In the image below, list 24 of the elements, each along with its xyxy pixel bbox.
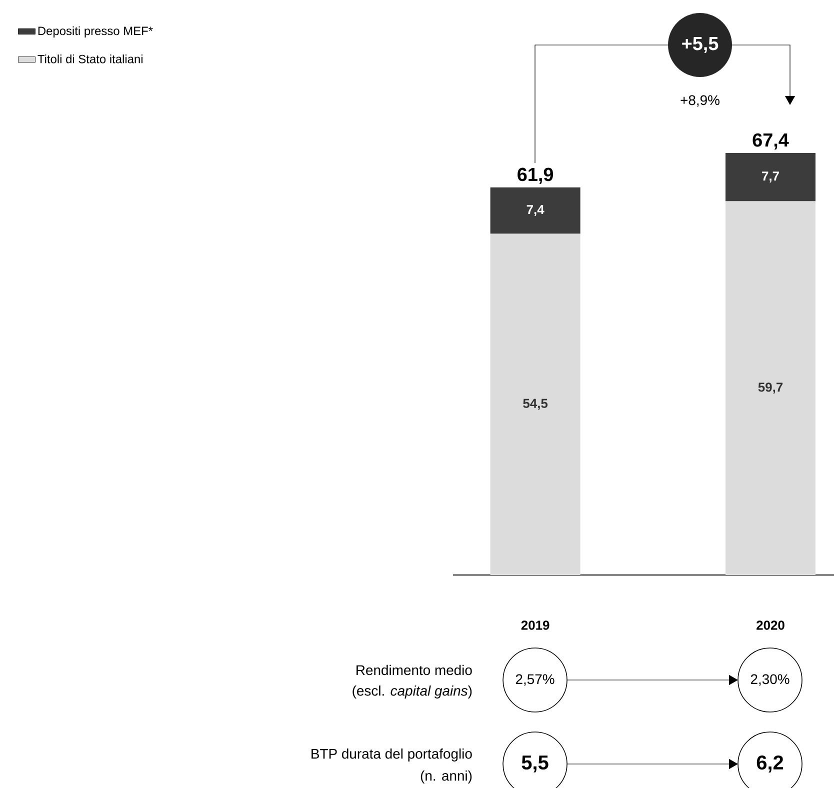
text: +5,5 [682,37,718,53]
text: 5,5 [522,756,548,772]
data-label: 7,4 [526,205,544,216]
legend-label: Depositi presso MEF* [38,26,153,38]
x-tick-label: 2020 [756,620,784,630]
text: +8,9% [680,95,720,107]
data-label: 59,7 [758,382,783,394]
text: (n. anni) [420,770,472,784]
text: 2,57% [516,674,554,686]
bar [490,234,580,575]
legend-label: Titoli di Stato italiani [38,54,142,64]
data-label: 7,7 [762,172,779,183]
text: (escl. capital gains) [352,685,472,698]
text: Rendimento medio [356,664,472,676]
text: BTP durata del portafoglio [312,748,472,762]
text: 2,30% [750,674,790,686]
bar [726,152,816,202]
text: 6,2 [756,756,784,772]
x-tick-label: 2019 [521,620,550,630]
bar [490,187,580,234]
total-label: 67,4 [752,133,789,150]
bar [726,201,816,575]
total-label: 61,9 [518,168,554,184]
data-label: 54,5 [523,398,548,410]
